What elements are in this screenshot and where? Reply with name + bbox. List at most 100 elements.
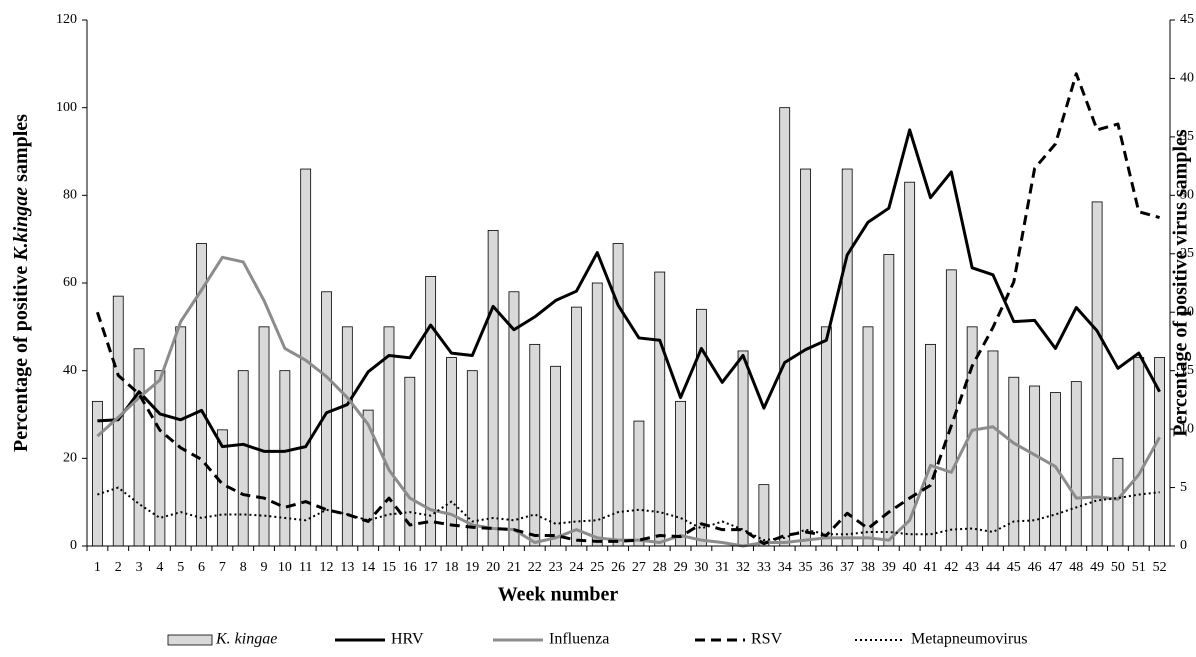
bar bbox=[1112, 457, 1124, 547]
bar bbox=[341, 326, 353, 547]
bar bbox=[925, 343, 936, 547]
bar bbox=[487, 229, 499, 547]
x-tick-label: 8 bbox=[240, 560, 247, 575]
y-tick-label: 0 bbox=[70, 538, 77, 553]
bar bbox=[1091, 201, 1103, 547]
y2-tick-label: 25 bbox=[1180, 246, 1194, 261]
x-tick-label: 7 bbox=[219, 560, 226, 575]
x-tick-label: 13 bbox=[340, 560, 354, 575]
x-tick-label: 41 bbox=[923, 560, 937, 575]
y2-axis-title: Percentage of positive virus samples bbox=[1170, 129, 1192, 437]
x-tick-label: 2 bbox=[115, 560, 122, 575]
x-tick-label: 19 bbox=[465, 560, 479, 575]
y2-tick-label: 5 bbox=[1180, 480, 1187, 495]
y2-tick-label: 40 bbox=[1180, 71, 1194, 86]
bar bbox=[779, 107, 791, 547]
y-title-part: Percentage of positive bbox=[10, 261, 32, 452]
bar bbox=[633, 420, 645, 547]
bar bbox=[654, 271, 666, 547]
y-tick-label: 60 bbox=[63, 275, 77, 290]
x-tick-label: 37 bbox=[840, 560, 854, 575]
x-tick-label: 30 bbox=[694, 560, 708, 575]
bar bbox=[737, 350, 749, 547]
x-tick-label: 51 bbox=[1132, 560, 1146, 575]
x-tick-label: 22 bbox=[528, 560, 542, 575]
y2-tick-label: 15 bbox=[1180, 363, 1194, 378]
x-tick-label: 42 bbox=[944, 560, 958, 575]
bar bbox=[550, 365, 562, 547]
bar bbox=[612, 243, 624, 547]
y-tick-label: 100 bbox=[56, 100, 77, 115]
bar bbox=[862, 326, 874, 547]
bar bbox=[904, 181, 916, 547]
x-tick-label: 27 bbox=[632, 560, 646, 575]
bar bbox=[883, 254, 895, 547]
bar bbox=[237, 370, 249, 547]
legend-swatch bbox=[167, 634, 213, 646]
y-tick-label: 120 bbox=[56, 12, 77, 27]
bar bbox=[987, 350, 999, 547]
bar bbox=[945, 269, 957, 547]
bar bbox=[279, 370, 291, 547]
y-tick-label: 80 bbox=[63, 188, 77, 203]
x-tick-label: 10 bbox=[278, 560, 292, 575]
bar bbox=[571, 306, 582, 547]
y2-tick-label: 20 bbox=[1180, 304, 1194, 319]
y2-tick-label: 35 bbox=[1180, 129, 1194, 144]
x-tick-label: 32 bbox=[736, 560, 750, 575]
x-tick-label: 38 bbox=[861, 560, 875, 575]
x-tick-label: 33 bbox=[757, 560, 771, 575]
legend-label: HRV bbox=[391, 631, 424, 648]
x-tick-label: 18 bbox=[444, 560, 458, 575]
line bbox=[97, 128, 1161, 453]
bar bbox=[1029, 385, 1041, 547]
bar bbox=[258, 326, 270, 547]
y2-tick-label: 45 bbox=[1180, 12, 1194, 27]
bar bbox=[841, 168, 853, 547]
x-tick-label: 9 bbox=[261, 560, 268, 575]
x-tick-label: 24 bbox=[569, 560, 583, 575]
y2-tick-label: 10 bbox=[1180, 421, 1194, 436]
bar bbox=[675, 400, 686, 547]
x-tick-label: 36 bbox=[819, 560, 833, 575]
x-tick-label: 15 bbox=[382, 560, 396, 575]
x-tick-label: 5 bbox=[177, 560, 184, 575]
y-title-part: K.kingae bbox=[10, 187, 32, 262]
x-tick-label: 34 bbox=[778, 560, 792, 575]
legend-label: K. kingae bbox=[215, 631, 277, 648]
bar bbox=[466, 370, 478, 547]
legend-label: Influenza bbox=[549, 631, 609, 648]
y2-tick-label: 0 bbox=[1180, 538, 1187, 553]
x-tick-label: 23 bbox=[549, 560, 563, 575]
x-tick-label: 46 bbox=[1028, 560, 1042, 575]
x-tick-label: 28 bbox=[653, 560, 667, 575]
x-tick-label: 43 bbox=[965, 560, 979, 575]
line bbox=[96, 255, 1161, 548]
bar bbox=[133, 348, 145, 547]
x-tick-label: 40 bbox=[903, 560, 917, 575]
x-tick-label: 44 bbox=[986, 560, 1000, 575]
bar bbox=[758, 484, 770, 547]
x-tick-label: 12 bbox=[320, 560, 334, 575]
x-tick-label: 49 bbox=[1090, 560, 1104, 575]
x-tick-label: 26 bbox=[611, 560, 625, 575]
x-tick-label: 29 bbox=[674, 560, 688, 575]
x-tick-label: 20 bbox=[486, 560, 500, 575]
x-tick-label: 39 bbox=[882, 560, 896, 575]
x-tick-label: 21 bbox=[507, 560, 521, 575]
bar bbox=[154, 370, 166, 547]
x-tick-label: 25 bbox=[590, 560, 604, 575]
bar bbox=[425, 276, 437, 547]
x-tick-label: 4 bbox=[156, 560, 163, 575]
x-tick-label: 1 bbox=[94, 560, 101, 575]
x-tick-label: 3 bbox=[136, 560, 143, 575]
x-tick-label: 45 bbox=[1007, 560, 1021, 575]
x-tick-label: 17 bbox=[424, 560, 438, 575]
x-tick-label: 11 bbox=[299, 560, 312, 575]
y-axis-title: Percentage of positive K.kingae samples bbox=[10, 114, 32, 452]
x-axis-title: Week number bbox=[498, 584, 619, 606]
bar bbox=[1070, 381, 1082, 547]
bar bbox=[92, 400, 103, 547]
x-tick-label: 48 bbox=[1069, 560, 1083, 575]
